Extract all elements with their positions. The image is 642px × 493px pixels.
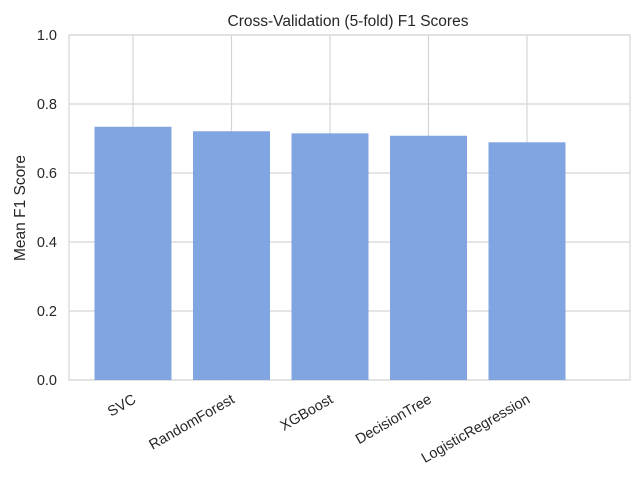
x-tick-label: RandomForest	[146, 392, 237, 454]
bar-xgboost	[291, 133, 369, 380]
bar-decisiontree	[390, 135, 467, 380]
y-tick-label: 1.0	[37, 28, 57, 44]
x-tick-label: SVC	[105, 392, 139, 421]
bar-logisticregression	[488, 142, 566, 380]
y-tick-label: 0.4	[37, 235, 57, 251]
chart-title: Cross-Validation (5-fold) F1 Scores	[228, 13, 469, 30]
y-tick-label: 0.6	[37, 166, 57, 182]
bar-randomforest	[193, 131, 270, 380]
y-tick-label: 0.0	[37, 373, 57, 389]
x-tick-label: LogisticRegression	[419, 392, 533, 467]
y-axis-label: Mean F1 Score	[12, 155, 29, 261]
y-tick-label: 0.8	[37, 97, 57, 113]
x-tick-label: XGBoost	[278, 392, 336, 435]
x-tick-label: DecisionTree	[353, 392, 435, 448]
bar-svc	[94, 126, 172, 381]
y-tick-label: 0.2	[37, 304, 57, 320]
